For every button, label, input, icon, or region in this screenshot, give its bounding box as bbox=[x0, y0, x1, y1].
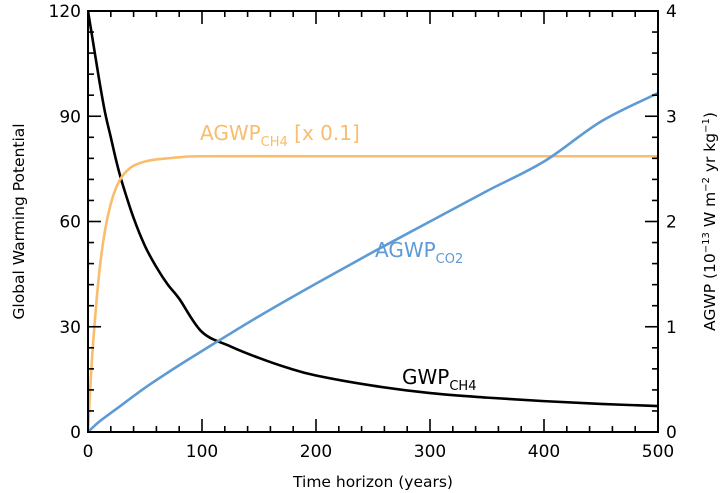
y-right-tick-label: 1 bbox=[666, 318, 677, 338]
series-line-agwp_co2 bbox=[88, 91, 658, 432]
series-label-gwp-ch4: GWPCH4 bbox=[402, 365, 476, 394]
y-left-tick-label: 0 bbox=[70, 423, 81, 443]
series-line-gwp_ch4 bbox=[88, 11, 658, 408]
y-axis-left-label: Global Warming Potential bbox=[10, 123, 28, 319]
series-line-agwp_ch4 bbox=[88, 154, 658, 432]
y-left-tick-label: 120 bbox=[49, 2, 81, 22]
series-curves bbox=[88, 11, 658, 432]
x-tick-label: 300 bbox=[414, 442, 446, 462]
x-tick-label: 0 bbox=[83, 442, 94, 462]
label-gwp-ch4-main: GWP bbox=[402, 365, 449, 389]
ylabel-right-base: AGWP (10 bbox=[701, 253, 719, 331]
y-left-tick-label: 90 bbox=[59, 107, 81, 127]
ylabel-right-exp1: −13 bbox=[701, 232, 712, 253]
y-right-tick-label: 4 bbox=[666, 2, 677, 22]
y-axis-right-label: AGWP (10−13 W m−2 yr kg−1) bbox=[701, 112, 719, 331]
x-axis-label: Time horizon (years) bbox=[292, 473, 453, 491]
series-label-agwp-co2: AGWPCO2 bbox=[375, 238, 463, 267]
y-left-tick-label: 60 bbox=[59, 213, 81, 233]
x-tick-label: 100 bbox=[186, 442, 218, 462]
ylabel-right-exp3: −1 bbox=[701, 118, 712, 133]
ylabel-right-end: ) bbox=[701, 112, 719, 118]
label-agwp-ch4-suffix: [x 0.1] bbox=[288, 121, 360, 145]
y-right-tick-label: 0 bbox=[666, 423, 677, 443]
ylabel-right-mid: W m bbox=[701, 192, 719, 232]
ylabel-right-mid2: yr kg bbox=[701, 133, 719, 177]
ylabel-right-exp2: −2 bbox=[701, 177, 712, 192]
x-tick-label: 500 bbox=[642, 442, 674, 462]
series-label-agwp-ch4: AGWPCH4 [x 0.1] bbox=[200, 121, 360, 150]
label-agwp-co2-sub: CO2 bbox=[436, 252, 464, 267]
y-left-tick-label: 30 bbox=[59, 318, 81, 338]
x-tick-label: 400 bbox=[528, 442, 560, 462]
label-agwp-ch4-sub: CH4 bbox=[261, 135, 288, 150]
label-agwp-ch4-main: AGWP bbox=[200, 121, 261, 145]
y-right-tick-label: 2 bbox=[666, 213, 677, 233]
x-tick-label: 200 bbox=[300, 442, 332, 462]
label-gwp-ch4-sub: CH4 bbox=[449, 379, 476, 394]
label-agwp-co2-main: AGWP bbox=[375, 238, 436, 262]
y-right-tick-label: 3 bbox=[666, 107, 677, 127]
axis-ticks bbox=[87, 10, 659, 433]
